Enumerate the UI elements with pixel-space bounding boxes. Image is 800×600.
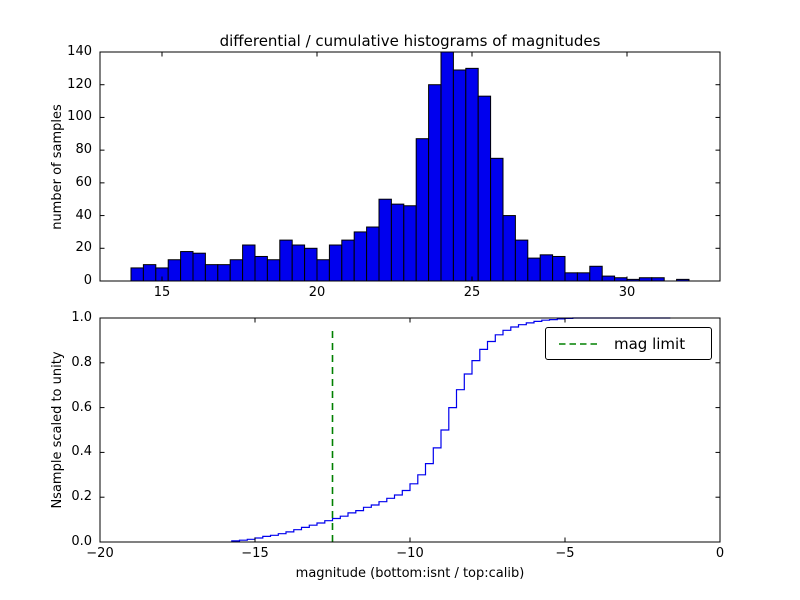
tick-label: 25 <box>463 285 481 300</box>
histogram-bar <box>328 244 343 282</box>
histogram-bar <box>539 254 554 282</box>
tick-label: 30 <box>618 285 636 300</box>
tick-label: 120 <box>67 76 92 92</box>
histogram-bar <box>167 259 182 282</box>
histogram-bar <box>291 244 306 282</box>
tick-label: 60 <box>75 174 92 190</box>
histogram-bar <box>502 215 516 282</box>
tick-label: 100 <box>67 109 92 125</box>
tick-label: 15 <box>153 285 171 300</box>
tick-label: 0.8 <box>71 354 92 370</box>
histogram-bar <box>514 239 529 282</box>
top-axes-frame <box>99 51 721 282</box>
legend-label: mag limit <box>614 334 686 353</box>
tick-label: 20 <box>75 240 92 256</box>
histogram-bar <box>353 231 368 282</box>
tick-label: 0.6 <box>71 399 92 415</box>
histogram-bar <box>142 264 157 282</box>
histogram-bar <box>440 51 454 282</box>
legend: mag limit <box>545 327 712 360</box>
tick-label: 40 <box>75 207 92 223</box>
legend-dashed-line-icon <box>559 342 601 345</box>
histogram-bar <box>192 252 206 282</box>
histogram-bar <box>390 203 405 282</box>
histogram-bar <box>180 251 194 282</box>
tick-label: 0.4 <box>71 444 92 460</box>
histogram-bar <box>527 257 541 282</box>
cumulative-line <box>231 317 671 542</box>
tick-label: −20 <box>86 546 114 561</box>
histogram-bar <box>589 265 603 282</box>
tick-label: 0 <box>83 273 92 288</box>
tick-label: 0.2 <box>71 489 92 505</box>
histogram-bar <box>428 84 442 282</box>
tick-label: 1.0 <box>71 310 92 325</box>
tick-label: 0.0 <box>71 534 92 549</box>
tick-label: −10 <box>396 546 424 561</box>
histogram-bar <box>229 259 244 282</box>
bottom-plot-xlabel: magnitude (bottom:isnt / top:calib) <box>295 566 525 581</box>
histogram-bar <box>366 226 380 282</box>
histogram-bar <box>477 95 492 282</box>
tick-label: 140 <box>67 44 92 59</box>
histogram-bar <box>279 239 293 282</box>
histogram-bar <box>415 138 430 282</box>
tick-label: −15 <box>241 546 269 561</box>
histogram-bar <box>266 259 281 282</box>
tick-label: 80 <box>75 142 92 158</box>
histogram-bar <box>490 157 504 282</box>
tick-label: 0 <box>715 546 725 561</box>
histogram-bar <box>304 247 318 282</box>
histogram-bar <box>403 205 417 282</box>
histogram-bar <box>242 244 256 282</box>
figure-title: differential / cumulative histograms of … <box>219 32 601 50</box>
tick-label: −5 <box>555 546 575 561</box>
histogram-bar <box>378 198 392 282</box>
histogram-bar <box>316 259 330 282</box>
histogram-bar <box>130 267 144 282</box>
bottom-plot-ylabel: Nsample scaled to unity <box>50 351 65 509</box>
tick-label: 20 <box>308 285 326 300</box>
histogram-bar <box>452 69 467 282</box>
histogram-bar <box>341 239 355 282</box>
histogram-bar <box>204 264 219 282</box>
histogram-bar <box>254 255 268 282</box>
histogram-bar <box>552 255 566 282</box>
histogram-bar <box>217 264 231 282</box>
histogram-bar <box>465 67 479 282</box>
histogram-bar <box>601 275 616 282</box>
histogram-bar <box>576 272 591 282</box>
histogram-bar <box>564 272 578 282</box>
